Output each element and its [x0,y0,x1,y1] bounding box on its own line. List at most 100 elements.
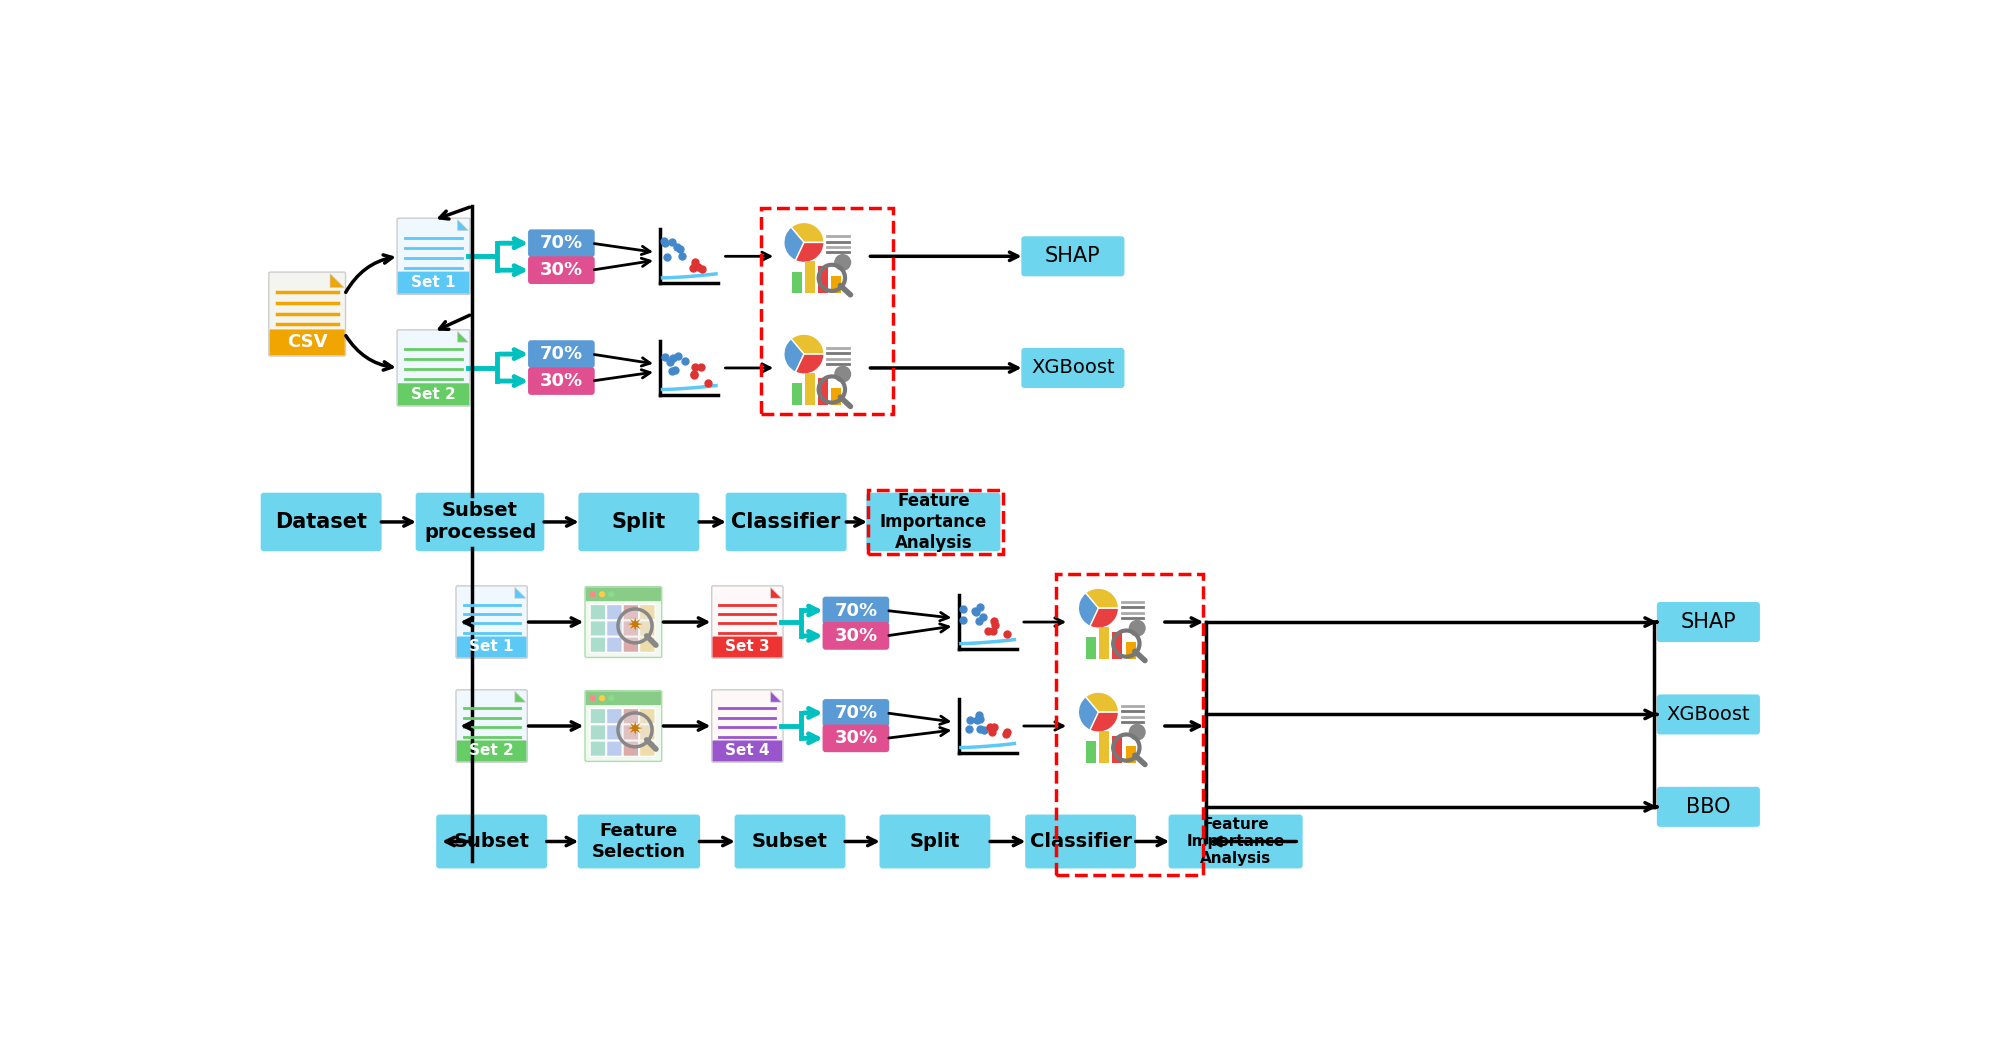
FancyBboxPatch shape [623,604,639,620]
Text: 30%: 30% [539,261,583,279]
Bar [1086,741,1096,763]
FancyBboxPatch shape [822,724,889,752]
FancyBboxPatch shape [607,741,621,757]
Circle shape [599,591,605,598]
FancyBboxPatch shape [623,709,639,724]
Text: ✷: ✷ [625,616,642,634]
FancyBboxPatch shape [589,724,605,740]
Text: 30%: 30% [835,627,877,645]
Text: CSV: CSV [288,333,328,351]
Text: Split: Split [611,512,666,532]
FancyBboxPatch shape [712,741,782,762]
FancyBboxPatch shape [623,724,639,740]
Text: 30%: 30% [835,729,877,747]
Circle shape [835,366,851,382]
Polygon shape [515,692,525,702]
Text: 70%: 70% [539,345,583,363]
Text: Subset: Subset [752,832,829,851]
FancyBboxPatch shape [822,699,889,726]
FancyBboxPatch shape [822,622,889,650]
Text: Dataset: Dataset [276,512,368,532]
FancyBboxPatch shape [639,637,656,652]
Text: Set 4: Set 4 [726,743,770,759]
Text: Split: Split [909,832,959,851]
FancyBboxPatch shape [726,492,847,551]
Text: 70%: 70% [539,234,583,252]
Text: Classifier: Classifier [732,512,841,532]
Polygon shape [515,587,525,598]
Text: 30%: 30% [539,372,583,390]
FancyBboxPatch shape [867,492,999,551]
Text: Feature
Selection: Feature Selection [591,822,686,861]
FancyBboxPatch shape [579,492,700,551]
Polygon shape [459,331,469,342]
FancyBboxPatch shape [456,636,527,657]
Circle shape [607,695,615,701]
FancyBboxPatch shape [639,709,656,724]
Text: Set 1: Set 1 [412,275,456,291]
FancyBboxPatch shape [529,341,595,368]
Circle shape [599,695,605,701]
FancyBboxPatch shape [416,492,545,551]
FancyBboxPatch shape [585,692,662,705]
Text: Feature
Importance
Analysis: Feature Importance Analysis [1186,816,1285,866]
Wedge shape [1078,593,1098,626]
Text: XGBoost: XGBoost [1032,358,1114,377]
Wedge shape [1086,588,1118,608]
Wedge shape [1086,692,1118,712]
Wedge shape [1078,697,1098,730]
FancyBboxPatch shape [456,586,527,658]
Bar [804,261,814,294]
FancyBboxPatch shape [623,741,639,757]
Wedge shape [790,223,825,242]
Circle shape [607,591,615,598]
Text: Subset
processed: Subset processed [424,502,537,542]
FancyBboxPatch shape [607,724,621,740]
FancyBboxPatch shape [589,709,605,724]
FancyBboxPatch shape [1168,814,1303,868]
FancyBboxPatch shape [1657,787,1760,827]
Text: SHAP: SHAP [1046,247,1100,266]
Text: 70%: 70% [835,602,877,620]
Circle shape [1128,724,1146,741]
FancyBboxPatch shape [585,691,662,762]
FancyBboxPatch shape [585,586,662,657]
Text: Feature
Importance
Analysis: Feature Importance Analysis [879,492,987,552]
Bar [1112,632,1122,659]
Bar [792,384,802,404]
Bar [804,373,814,404]
FancyBboxPatch shape [589,741,605,757]
FancyBboxPatch shape [456,690,527,762]
FancyBboxPatch shape [398,272,469,294]
Bar [792,272,802,294]
Circle shape [589,591,595,598]
Circle shape [835,254,851,271]
FancyBboxPatch shape [456,741,527,762]
Polygon shape [330,274,344,287]
Text: Set 1: Set 1 [469,640,515,654]
Circle shape [589,695,595,701]
Polygon shape [459,219,469,231]
FancyBboxPatch shape [822,597,889,624]
Text: Set 3: Set 3 [726,640,770,654]
Bar [831,388,841,404]
Circle shape [617,713,652,747]
Bar [831,276,841,294]
Text: 70%: 70% [835,704,877,722]
Wedge shape [784,339,804,372]
FancyBboxPatch shape [529,367,595,395]
FancyBboxPatch shape [607,604,621,620]
Text: Set 2: Set 2 [469,743,515,759]
FancyBboxPatch shape [1026,814,1136,868]
FancyBboxPatch shape [1657,695,1760,735]
Text: ✷: ✷ [625,720,642,739]
FancyBboxPatch shape [269,329,344,355]
FancyBboxPatch shape [585,587,662,601]
FancyBboxPatch shape [712,690,782,762]
FancyBboxPatch shape [396,330,471,407]
FancyBboxPatch shape [879,814,989,868]
FancyBboxPatch shape [712,636,782,657]
FancyBboxPatch shape [261,492,382,551]
Text: XGBoost: XGBoost [1667,705,1750,724]
FancyBboxPatch shape [623,637,639,652]
